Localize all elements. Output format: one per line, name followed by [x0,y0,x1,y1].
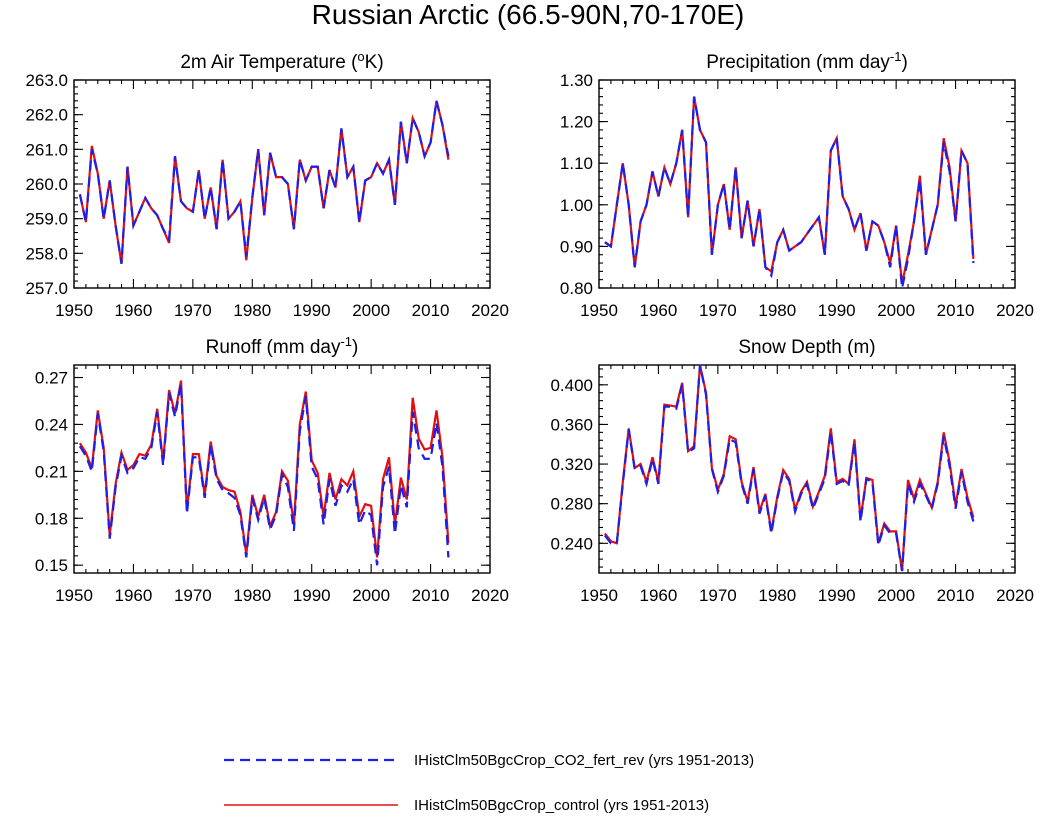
panel-title-superscript: -1 [340,334,352,349]
y-tick-label: 0.280 [550,495,593,514]
x-tick-label: 2020 [471,586,509,605]
series-line-co2-fert-rev-overlay-snow-depth [604,364,975,572]
x-tick-label: 1970 [699,586,737,605]
x-tick-label: 1980 [233,586,271,605]
legend-label-experiment: IHistClm50BgcCrop_CO2_fert_rev (yrs 1951… [414,752,754,769]
y-tick-label: 1.00 [560,196,593,215]
panel-snow-depth: Snow Depth (m) 1950 1960 1970 1980 1990 2000 20… [550,337,1033,605]
x-tick-label: 2020 [996,586,1034,605]
series-line-control-runoff [78,380,450,558]
series-line-co2-fert-rev-overlay-precipitation [604,96,975,289]
legend: IHistClm50BgcCrop_CO2_fert_rev (yrs 1951… [224,752,754,814]
y-tick-label: 0.80 [560,279,593,298]
panel-title-runoff: Runoff (mm day-1) [206,334,359,358]
y-tick-label: 262.0 [25,106,68,125]
y-tick-label: 0.27 [35,369,68,388]
y-tick-label: 258.0 [25,244,68,263]
panel-title-main: Precipitation (mm day [706,52,890,73]
panel-air-temperature: 2m Air Temperature (oK) 1950 1960 1970 1980 1… [25,49,508,320]
x-tick-label: 1970 [699,301,737,320]
y-tick-label: 1.30 [560,71,593,90]
y-tick-label: 0.240 [550,534,593,553]
x-tick-label: 1980 [758,586,796,605]
y-tick-label: 0.400 [550,376,593,395]
plot-frame-air-temperature [73,79,491,289]
y-tick-label: 0.15 [35,556,68,575]
x-tick-label: 1980 [758,301,796,320]
panel-title-end: K) [365,52,384,73]
x-tick-label: 1950 [55,586,93,605]
panel-title-main: Snow Depth (m) [738,337,875,358]
panels-container: 2m Air Temperature (oK) 1950 1960 1970 1980 1… [25,49,1033,605]
x-tick-label: 2020 [471,301,509,320]
panel-precipitation: Precipitation (mm day-1) 1950 1960 1970 1980… [560,49,1034,320]
y-tick-label: 263.0 [25,71,68,90]
panel-runoff: Runoff (mm day-1) 1950 1960 1970 1980 1990 200… [35,334,509,605]
x-tick-label: 2020 [996,301,1034,320]
y-tick-label: 0.360 [550,415,593,434]
series-line-co2-fert-rev-overlay-runoff [79,383,450,566]
x-tick-label: 1970 [174,586,212,605]
panel-title-main: 2m Air Temperature ( [180,52,358,73]
panel-title-superscript: -1 [890,49,902,64]
y-tick-label: 1.10 [560,154,593,173]
x-tick-label: 1970 [174,301,212,320]
figure-title: Russian Arctic (66.5-90N,70-170E) [312,0,745,30]
x-tick-label: 2010 [412,301,450,320]
panel-title-snow-depth: Snow Depth (m) [738,337,875,358]
x-tick-label: 1990 [818,586,856,605]
series-line-control-air-temperature [78,100,450,264]
x-tick-label: 1960 [115,301,153,320]
plot-frame-precipitation [598,79,1016,289]
y-tick-label: 0.18 [35,509,68,528]
panel-title-end: ) [352,337,358,358]
x-tick-label: 1990 [293,301,331,320]
x-tick-label: 1950 [580,586,618,605]
panel-title-precipitation: Precipitation (mm day-1) [706,49,908,73]
y-tick-label: 259.0 [25,210,68,229]
x-tick-label: 1960 [640,301,678,320]
y-tick-label: 257.0 [25,279,68,298]
x-tick-label: 1990 [293,586,331,605]
series-line-co2-fert-rev-runoff [78,383,450,566]
y-tick-label: 1.20 [560,113,593,132]
legend-label-control: IHistClm50BgcCrop_control (yrs 1951-2013… [414,797,709,814]
panel-title-end: ) [901,52,907,73]
x-tick-label: 2000 [352,586,390,605]
x-tick-label: 2000 [877,586,915,605]
panel-title-main: Runoff (mm day [206,337,341,358]
y-tick-label: 0.24 [35,415,68,434]
x-tick-label: 2010 [412,586,450,605]
y-tick-label: 0.21 [35,462,68,481]
x-tick-label: 1960 [640,586,678,605]
x-tick-label: 1960 [115,586,153,605]
x-tick-label: 1950 [580,301,618,320]
panel-title-air-temperature: 2m Air Temperature (oK) [180,49,383,73]
plot-frame-snow-depth [598,364,1016,574]
x-tick-label: 2010 [937,586,975,605]
series-line-co2-fert-rev-air-temperature [78,100,450,264]
plot-frame-runoff [73,364,491,574]
y-tick-label: 260.0 [25,175,68,194]
y-tick-label: 261.0 [25,140,68,159]
x-tick-label: 2010 [937,301,975,320]
y-tick-label: 0.320 [550,455,593,474]
x-tick-label: 1980 [233,301,271,320]
y-tick-label: 0.90 [560,237,593,256]
x-tick-label: 2000 [877,301,915,320]
panel-title-superscript: o [357,49,364,64]
x-tick-label: 2000 [352,301,390,320]
series-line-co2-fert-rev-overlay-air-temperature [79,100,450,264]
x-tick-label: 1990 [818,301,856,320]
x-tick-label: 1950 [55,301,93,320]
